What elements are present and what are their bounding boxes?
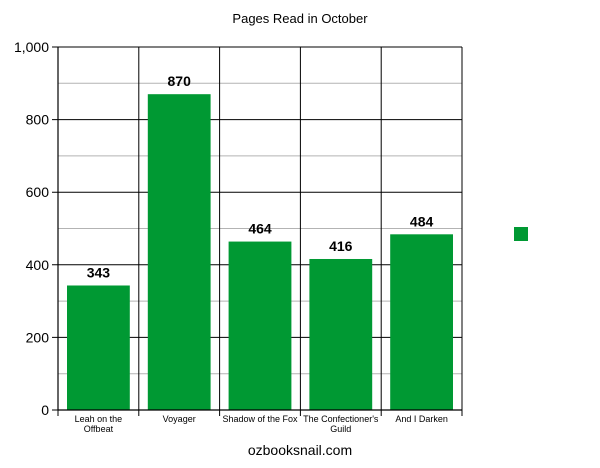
y-tick-label: 1,000 xyxy=(14,39,49,55)
y-tick-label: 0 xyxy=(41,402,49,418)
x-tick-label: Offbeat xyxy=(84,424,114,434)
y-tick-label: 800 xyxy=(26,112,50,128)
x-tick-label: Guild xyxy=(330,424,351,434)
chart-title: Pages Read in October xyxy=(232,11,368,26)
y-tick-label: 200 xyxy=(26,329,50,345)
x-tick-label: Leah on the xyxy=(75,414,123,424)
x-tick-label: Shadow of the Fox xyxy=(222,414,298,424)
bar xyxy=(67,285,130,410)
legend-swatch xyxy=(514,227,528,241)
x-tick-label: And I Darken xyxy=(395,414,448,424)
bar xyxy=(309,258,373,410)
data-label: 343 xyxy=(87,264,111,280)
data-label: 464 xyxy=(248,221,272,237)
data-label: 416 xyxy=(329,238,353,254)
data-label: 484 xyxy=(410,213,434,229)
x-tick-label: The Confectioner's xyxy=(303,414,379,424)
x-tick-label: Voyager xyxy=(163,414,196,424)
x-axis-label: ozbooksnail.com xyxy=(248,442,352,458)
bar xyxy=(390,234,453,410)
data-label: 870 xyxy=(168,73,192,89)
bar xyxy=(147,94,211,410)
y-tick-label: 400 xyxy=(26,257,50,273)
y-tick-label: 600 xyxy=(26,184,50,200)
bar xyxy=(228,241,292,410)
